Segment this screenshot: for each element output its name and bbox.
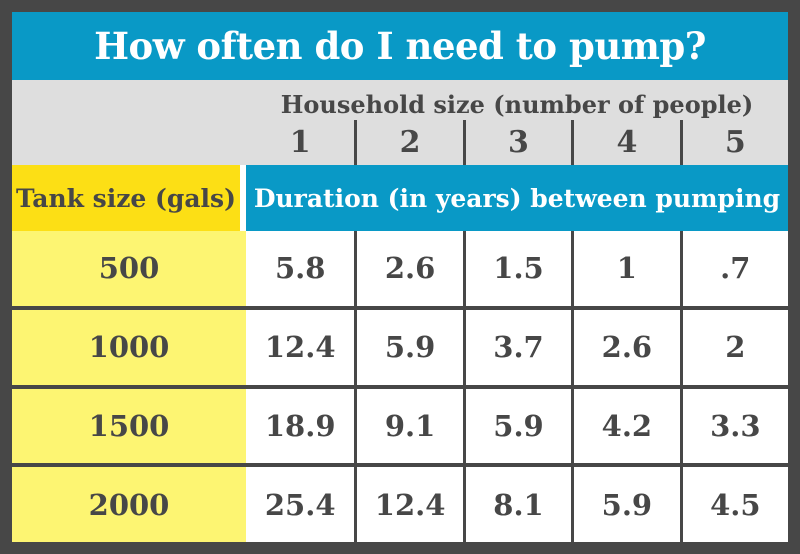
duration-cell: 5.9 (354, 309, 463, 385)
duration-cell: 2.6 (354, 231, 463, 306)
tank-size-cell: 500 (12, 231, 246, 306)
household-size-band: Household size (number of people) 1 2 3 … (12, 80, 788, 165)
duration-cell: 1.5 (462, 231, 572, 306)
duration-cell: 5.9 (571, 467, 680, 542)
duration-cell: 12.4 (246, 309, 355, 385)
household-size-col-5: 5 (679, 120, 788, 165)
household-size-col-1: 1 (289, 125, 311, 160)
tank-size-header: Tank size (gals) (12, 165, 246, 231)
duration-cell: 5.9 (462, 388, 572, 464)
duration-cell: 2.6 (571, 309, 680, 385)
tank-size-cell: 1500 (12, 388, 246, 464)
duration-cell: 9.1 (354, 388, 463, 464)
duration-cell: 25.4 (246, 467, 355, 542)
household-size-col-4: 4 (571, 120, 679, 165)
table-row-1000: 1000 12.4 5.9 3.7 2.6 2 (12, 305, 788, 385)
duration-cell: 1 (571, 231, 680, 306)
duration-cell: 5.8 (246, 231, 355, 306)
duration-cell: 3.3 (679, 388, 788, 464)
page-title: How often do I need to pump? (94, 24, 706, 68)
table-row-1500: 1500 18.9 9.1 5.9 4.2 3.3 (12, 384, 788, 464)
table-header-row: Tank size (gals) Duration (in years) bet… (12, 165, 788, 231)
table-body: 500 5.8 2.6 1.5 1 .7 1000 12.4 5.9 3.7 2… (12, 231, 788, 542)
tank-size-cell: 2000 (12, 467, 246, 542)
duration-cell: 3.7 (462, 309, 572, 385)
table-row-500: 500 5.8 2.6 1.5 1 .7 (12, 231, 788, 306)
household-size-col-3: 3 (462, 120, 571, 165)
tank-size-cell: 1000 (12, 309, 246, 385)
household-size-group-header: Household size (number of people) (280, 90, 754, 119)
duration-cell: 18.9 (246, 388, 355, 464)
title-bar: How often do I need to pump? (12, 12, 788, 80)
household-size-col-2: 2 (354, 120, 462, 165)
duration-cell: 4.5 (679, 467, 788, 542)
duration-header: Duration (in years) between pumping (246, 165, 788, 231)
duration-cell: 12.4 (354, 467, 463, 542)
duration-cell: 8.1 (462, 467, 572, 542)
duration-cell: 2 (679, 309, 788, 385)
duration-cell: 4.2 (571, 388, 680, 464)
table-row-2000: 2000 25.4 12.4 8.1 5.9 4.5 (12, 463, 788, 542)
duration-cell: .7 (679, 231, 788, 306)
